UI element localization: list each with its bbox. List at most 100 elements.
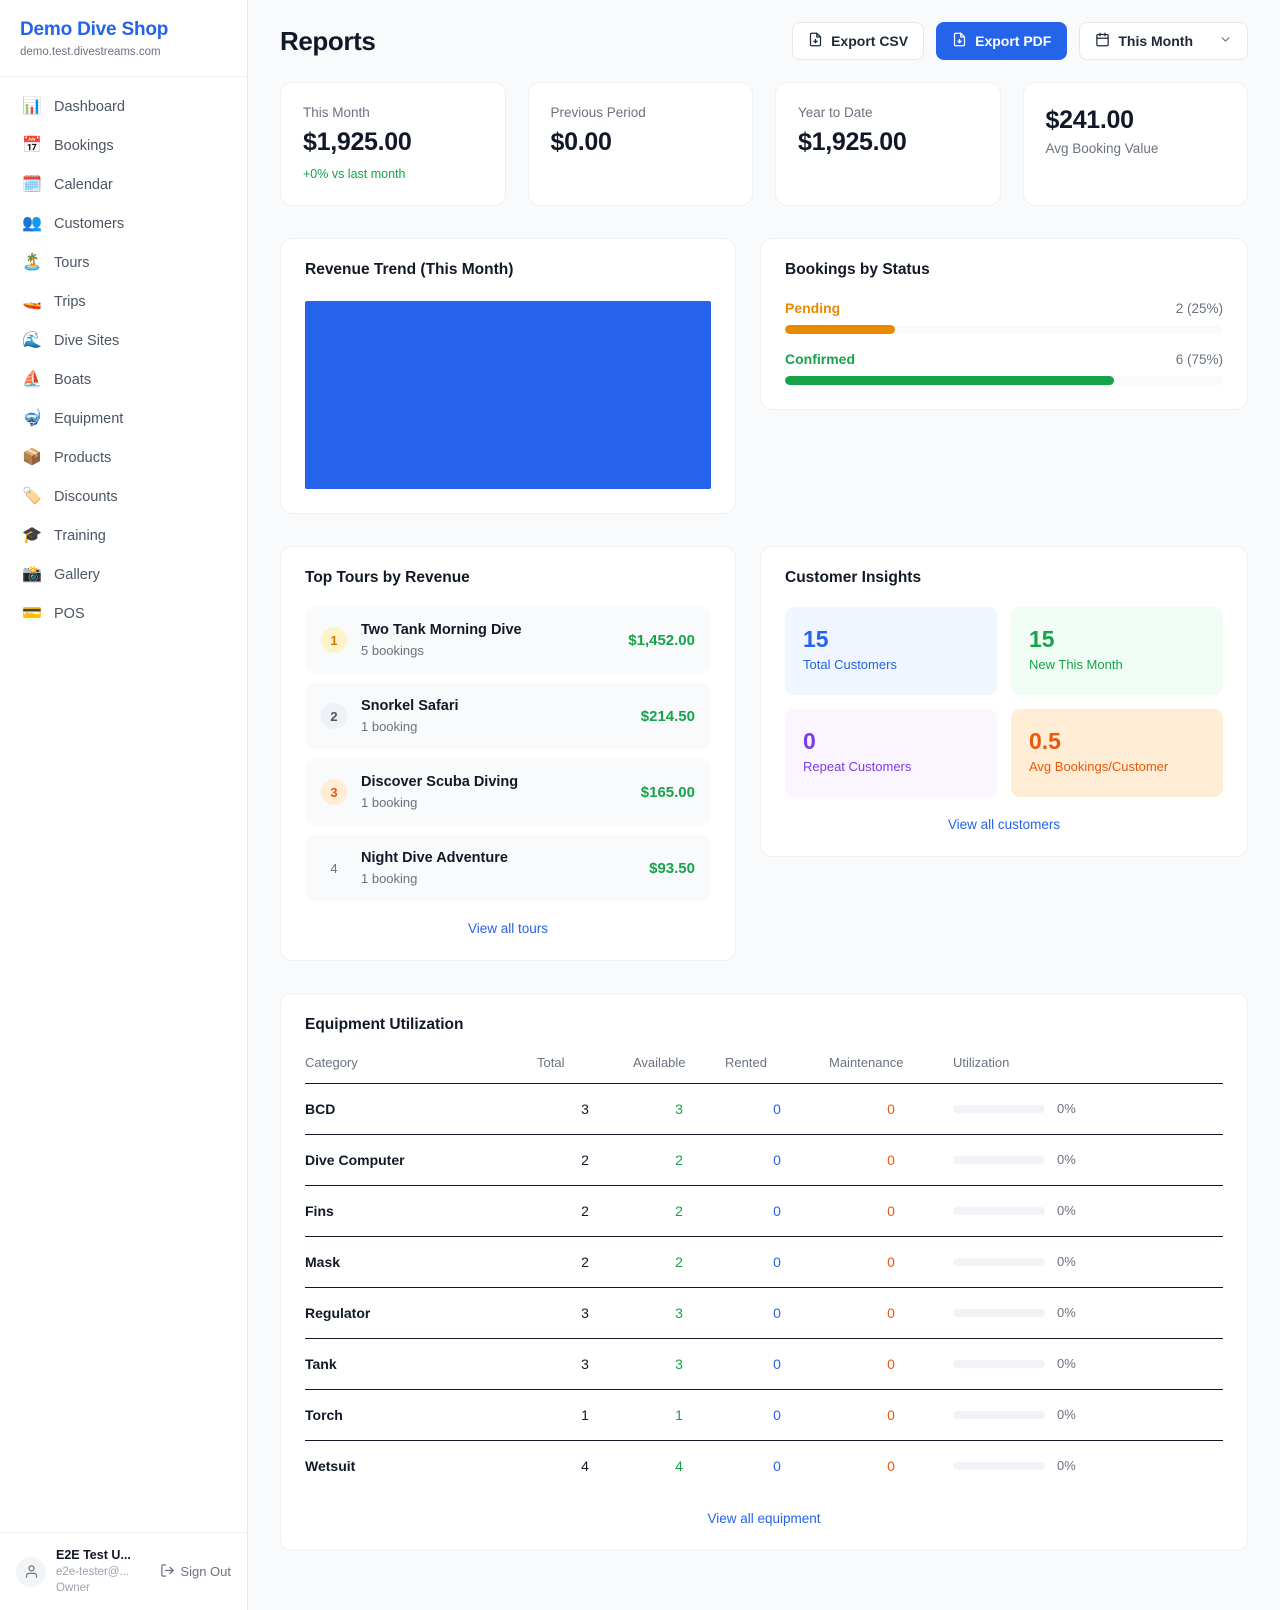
insight-label: New This Month	[1029, 657, 1123, 672]
cell-available: 2	[633, 1236, 725, 1288]
utilization-percent: 0%	[1057, 1254, 1076, 1269]
customer-insights-title: Customer Insights	[785, 569, 922, 586]
sidebar-item-bookings[interactable]: 📅 Bookings	[0, 126, 247, 165]
cell-total: 2	[537, 1185, 633, 1237]
export-csv-button[interactable]: Export CSV	[792, 22, 925, 60]
sidebar: Demo Dive Shop demo.test.divestreams.com…	[0, 0, 248, 1610]
cell-maintenance: 0	[829, 1338, 953, 1390]
stat-card: Year to Date $1,925.00	[775, 82, 1001, 206]
cell-utilization: 0%	[953, 1441, 1223, 1492]
cell-rented: 0	[725, 1236, 829, 1288]
sidebar-item-customers[interactable]: 👥 Customers	[0, 204, 247, 243]
cell-maintenance: 0	[887, 1458, 895, 1474]
customer-insights-panel: Customer Insights 15 Total Customers 15 New…	[760, 546, 1248, 857]
insight-value: 15	[1029, 626, 1055, 652]
topbar-actions: Export CSV Export PDF This Month	[792, 22, 1248, 60]
rank-badge: 4	[330, 860, 338, 876]
equipment-icon: 🤿	[22, 409, 42, 427]
stat-card: Previous Period $0.00	[527, 82, 753, 206]
col-utilization: Utilization	[953, 1055, 1010, 1070]
view-all-equipment-link[interactable]: View all equipment	[707, 1511, 821, 1526]
sidebar-item-gallery[interactable]: 📸 Gallery	[0, 555, 247, 594]
cell-rented: 0	[725, 1287, 829, 1339]
insight-value: 0	[803, 728, 816, 754]
table-row: Torch 1 1 0 0 0%	[305, 1389, 1223, 1441]
status-bar-fill	[785, 376, 1114, 385]
list-item[interactable]: 3 Discover Scuba Diving 1 booking $165.00	[305, 759, 711, 825]
table-row: Fins 2 2 0 0 0%	[305, 1185, 1223, 1237]
list-item[interactable]: 2 Snorkel Safari 1 booking $214.50	[305, 683, 711, 749]
insight-card: 0 Repeat Customers	[785, 709, 997, 797]
utilization-wrap: 0%	[953, 1303, 1223, 1323]
status-bar-track	[785, 325, 1223, 334]
stat-value: $1,925.00	[798, 128, 907, 156]
cell-available: 1	[633, 1389, 725, 1441]
cell-rented: 0	[725, 1389, 829, 1441]
cell-available: 3	[633, 1338, 725, 1390]
sidebar-item-discounts[interactable]: 🏷️ Discounts	[0, 477, 247, 516]
cell-total: 3	[537, 1083, 633, 1135]
insight-label: Repeat Customers	[803, 759, 912, 774]
sidebar-item-products[interactable]: 📦 Products	[0, 438, 247, 477]
sidebar-item-calendar[interactable]: 🗓️ Calendar	[0, 165, 247, 204]
utilization-bar-track	[953, 1462, 1045, 1470]
equipment-table-body: BCD 3 3 0 0 0% Dive Computer 2 2 0 0 0% Fins 2 2 0 0 0% Ma…	[305, 1083, 1223, 1492]
cell-category: Wetsuit	[305, 1458, 356, 1474]
tour-revenue: $165.00	[640, 783, 695, 801]
list-item[interactable]: 1 Two Tank Morning Dive 5 bookings $1,452.0…	[305, 607, 711, 673]
period-selector[interactable]: This Month	[1079, 22, 1248, 60]
table-row: Dive Computer 2 2 0 0 0%	[305, 1134, 1223, 1186]
utilization-wrap: 0%	[953, 1354, 1223, 1374]
status-label: Confirmed	[785, 351, 855, 367]
pos-icon: 💳	[22, 604, 42, 622]
list-item[interactable]: 4 Night Dive Adventure 1 booking $93.50	[305, 835, 711, 901]
cell-available: 3	[633, 1287, 725, 1339]
insight-label: Total Customers	[803, 657, 897, 672]
export-csv-label: Export CSV	[831, 33, 909, 49]
sidebar-item-pos[interactable]: 💳 POS	[0, 594, 247, 633]
status-row: Confirmed 6 (75%)	[785, 350, 1223, 385]
sign-out-label: Sign Out	[180, 1564, 231, 1579]
stat-cards: This Month $1,925.00 +0% vs last month Prev…	[280, 82, 1248, 206]
sidebar-item-trips[interactable]: 🚤 Trips	[0, 282, 247, 321]
cell-total: 2	[537, 1134, 633, 1186]
top-tours-title: Top Tours by Revenue	[305, 569, 470, 586]
tour-bookings: 1 booking	[361, 871, 418, 886]
utilization-bar-track	[953, 1207, 1045, 1215]
chevron-down-icon	[1219, 33, 1232, 49]
calendar-icon: 🗓️	[22, 175, 42, 193]
cell-category: Regulator	[305, 1287, 537, 1339]
view-all-customers-link[interactable]: View all customers	[947, 817, 1061, 832]
sign-out-button[interactable]: Sign Out	[160, 1563, 231, 1581]
stat-delta: +0% vs last month	[303, 167, 406, 181]
rank-badge: 3	[321, 779, 347, 805]
gallery-icon: 📸	[22, 565, 42, 583]
sidebar-item-training[interactable]: 🎓 Training	[0, 516, 247, 555]
sidebar-item-label: Calendar	[54, 176, 113, 193]
cell-total: 4	[581, 1458, 589, 1474]
cell-category: Tank	[305, 1338, 537, 1390]
sidebar-item-dashboard[interactable]: 📊 Dashboard	[0, 87, 247, 126]
col-total: Total	[537, 1055, 565, 1070]
sidebar-item-tours[interactable]: 🏝️ Tours	[0, 243, 247, 282]
sidebar-item-label: Training	[54, 527, 106, 544]
tour-bookings: 5 bookings	[361, 643, 424, 658]
sidebar-item-label: Trips	[54, 293, 86, 310]
equipment-title: Equipment Utilization	[305, 1016, 464, 1033]
sidebar-item-dive-sites[interactable]: 🌊 Dive Sites	[0, 321, 247, 360]
view-all-tours-link[interactable]: View all tours	[467, 921, 549, 936]
cell-total: 1	[537, 1389, 633, 1441]
status-row: Pending 2 (25%)	[785, 299, 1223, 334]
export-pdf-button[interactable]: Export PDF	[936, 22, 1068, 60]
status-count: 2 (25%)	[1175, 301, 1223, 316]
col-available: Available	[633, 1055, 686, 1070]
sidebar-item-equipment[interactable]: 🤿 Equipment	[0, 399, 247, 438]
sidebar-item-label: Bookings	[54, 137, 114, 154]
sidebar-item-boats[interactable]: ⛵ Boats	[0, 360, 247, 399]
tour-meta: Snorkel Safari 1 booking	[361, 696, 627, 736]
sidebar-item-label: POS	[54, 605, 85, 622]
col-category: Category	[305, 1055, 358, 1070]
sidebar-item-label: Discounts	[54, 488, 118, 505]
sidebar-item-label: Tours	[54, 254, 90, 271]
cell-category: Torch	[305, 1389, 537, 1441]
